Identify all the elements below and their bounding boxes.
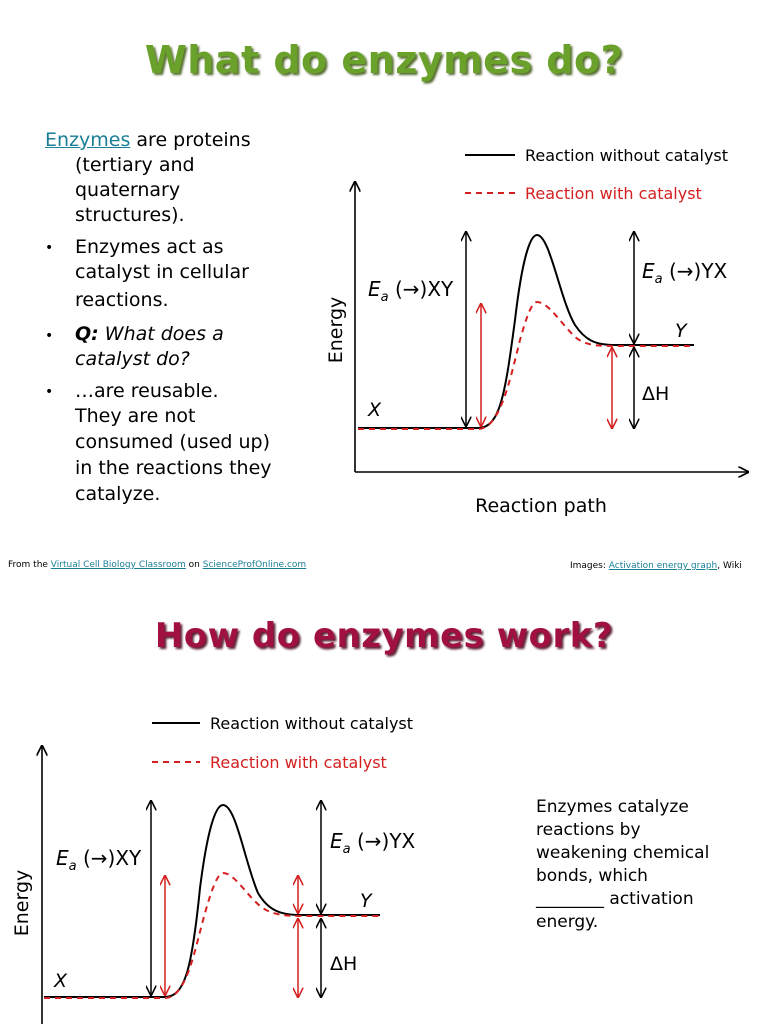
slide-how-do-enzymes-work: How do enzymes work? Reaction without ca… — [0, 588, 768, 1024]
intro-line-3: quaternary — [75, 179, 181, 201]
bullet-dot: • — [45, 384, 54, 400]
bullet-3-line-3: consumed (used up) — [75, 431, 271, 453]
bullet-3-line-5: catalyze. — [75, 483, 161, 505]
bullet-1-line-1: Enzymes act as — [75, 236, 224, 258]
y-label: Y — [360, 890, 373, 912]
activation-energy-graph: Reaction without catalyst Reaction with … — [325, 146, 768, 517]
virtual-cell-link[interactable]: Virtual Cell Biology Classroom — [50, 560, 186, 570]
slide-what-do-enzymes-do: What do enzymes do? Enzymes are proteins… — [8, 38, 768, 571]
bullet-1-line-2: catalyst in cellular — [75, 261, 249, 283]
bullet-dot: • — [45, 240, 54, 256]
x-label: X — [53, 970, 68, 992]
uncatalyzed-curve — [44, 803, 380, 998]
catalyzed-curve — [358, 300, 694, 430]
ea-forward-label: Ea (→)XY — [368, 277, 454, 305]
delta-h-label: ΔH — [642, 383, 669, 405]
bullet-dot: • — [45, 328, 54, 344]
uncatalyzed-curve — [358, 233, 694, 429]
bullet-2-line-1: Q: What does a — [75, 323, 224, 345]
catalyzed-curve — [44, 871, 380, 999]
legend-dashed-label: Reaction with catalyst — [525, 184, 702, 203]
reaction-path-axis-label: Reaction path — [475, 495, 607, 517]
slide-title: How do enzymes work? — [154, 616, 614, 656]
bullet-3-line-2: They are not — [75, 405, 196, 427]
footer-images-credit: Images: Activation energy graph, Wiki — [570, 561, 742, 571]
energy-axis-label: Energy — [11, 870, 33, 937]
x-label: X — [367, 399, 382, 421]
bullet-2-line-2: catalyst do? — [75, 348, 190, 370]
legend-dashed-label: Reaction with catalyst — [210, 753, 387, 772]
enzymes-link[interactable]: Enzymes — [45, 129, 131, 151]
ea-reverse-label: Ea (→)YX — [330, 829, 416, 857]
y-label: Y — [675, 320, 688, 342]
bullet-3-line-4: in the reactions they — [75, 457, 272, 479]
slide-title: What do enzymes do? — [144, 38, 624, 82]
ea-reverse-label: Ea (→)YX — [642, 259, 728, 287]
intro-line-2: (tertiary and — [75, 154, 195, 176]
scienceprofonline-link[interactable]: ScienceProfOnline.com — [202, 560, 307, 570]
intro-line-1: Enzymes are proteins — [45, 129, 251, 151]
delta-h-label: ΔH — [330, 953, 357, 975]
intro-line-4: structures). — [75, 204, 185, 226]
ea-forward-label: Ea (→)XY — [56, 846, 142, 874]
activation-energy-graph-link[interactable]: Activation energy graph — [608, 561, 718, 571]
bullet-3-line-1: …are reusable. — [75, 380, 219, 402]
activation-energy-graph: Reaction without catalyst Reaction with … — [11, 714, 416, 1024]
bullet-1-line-3: reactions. — [75, 289, 169, 311]
legend-solid-label: Reaction without catalyst — [525, 146, 728, 165]
explanation-text: Enzymes catalyze reactions by weakening … — [536, 797, 710, 932]
energy-axis-label: Energy — [325, 297, 347, 364]
legend-solid-label: Reaction without catalyst — [210, 714, 413, 733]
footer-credit: From the Virtual Cell Biology Classroom … — [8, 560, 307, 570]
